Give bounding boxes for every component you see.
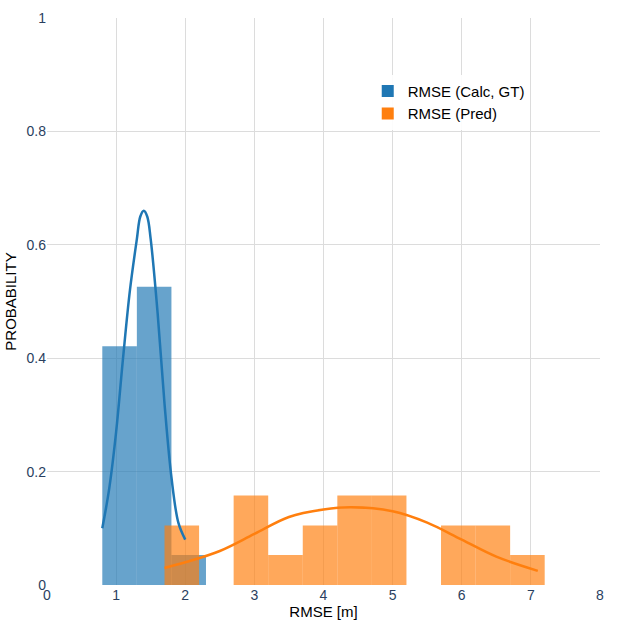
- svg-text:0: 0: [38, 577, 46, 593]
- svg-text:4: 4: [320, 587, 328, 603]
- svg-text:0.2: 0.2: [27, 464, 47, 480]
- svg-text:0.4: 0.4: [27, 350, 47, 366]
- svg-text:0: 0: [43, 587, 51, 603]
- svg-text:RMSE [m]: RMSE [m]: [289, 603, 357, 620]
- svg-text:6: 6: [458, 587, 466, 603]
- svg-text:0.6: 0.6: [27, 237, 47, 253]
- svg-text:5: 5: [389, 587, 397, 603]
- svg-text:RMSE (Calc, GT): RMSE (Calc, GT): [408, 83, 525, 100]
- svg-text:2: 2: [181, 587, 189, 603]
- svg-text:1: 1: [38, 10, 46, 26]
- svg-text:0.8: 0.8: [27, 123, 47, 139]
- svg-text:3: 3: [250, 587, 258, 603]
- svg-text:PROBABILITY: PROBABILITY: [2, 252, 19, 350]
- svg-text:1: 1: [112, 587, 120, 603]
- svg-text:7: 7: [527, 587, 535, 603]
- svg-text:8: 8: [596, 587, 604, 603]
- svg-text:RMSE (Pred): RMSE (Pred): [408, 105, 497, 122]
